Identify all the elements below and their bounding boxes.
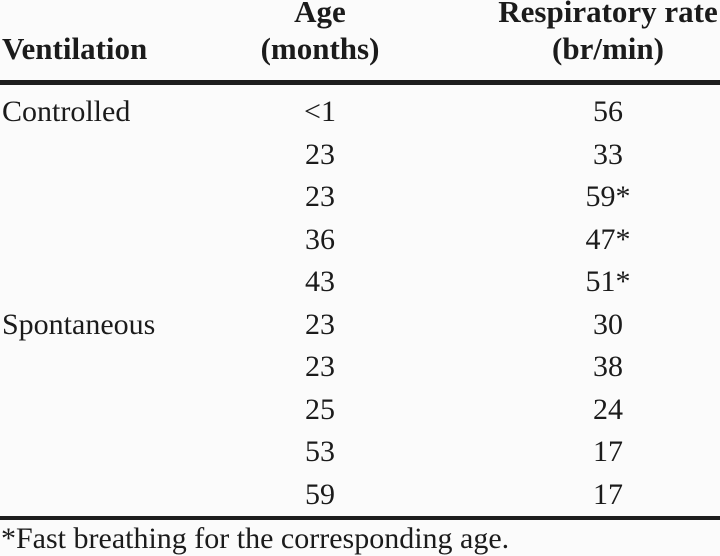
table-header: Ventilation Age (months) Respiratory rat… (0, 0, 720, 80)
cell-age: 59 (305, 477, 335, 511)
cell-age: 23 (305, 137, 335, 171)
cell-ventilation (0, 389, 222, 432)
header-respiratory-rate-unit: (br/min) (552, 31, 664, 66)
header-ventilation-line1-spacer (0, 0, 222, 30)
table-footnote: *Fast breathing for the corresponding ag… (1, 522, 510, 555)
cell-age: 43 (305, 265, 335, 299)
cell-ventilation: Spontaneous (2, 307, 156, 341)
cell-rate: 56 (593, 95, 623, 129)
table-row: Spontaneous 23 30 (0, 304, 720, 347)
table-body: Controlled <1 56 23 33 23 59* 36 47* 43 … (0, 85, 720, 516)
cell-rate: 47* (585, 222, 631, 256)
footer-rule (0, 516, 720, 520)
table-row: 23 38 (0, 346, 720, 389)
cell-age: 23 (305, 180, 335, 214)
cell-rate: 33 (593, 137, 623, 171)
table-row: 53 17 (0, 431, 720, 474)
cell-ventilation (0, 219, 222, 262)
cell-rate: 51* (585, 265, 631, 299)
table-row: 23 59* (0, 176, 720, 219)
cell-ventilation (0, 431, 222, 474)
cell-age: 23 (305, 307, 335, 341)
cell-ventilation (0, 474, 222, 517)
cell-rate: 17 (593, 477, 623, 511)
table-row: Controlled <1 56 (0, 91, 720, 134)
cell-ventilation (0, 346, 222, 389)
cell-age: 23 (305, 350, 335, 384)
table-row: 43 51* (0, 261, 720, 304)
cell-age: 53 (305, 435, 335, 469)
cell-ventilation: Controlled (2, 95, 131, 129)
cell-rate: 30 (593, 307, 623, 341)
cell-rate: 24 (593, 392, 623, 426)
table-row: 23 33 (0, 134, 720, 177)
cell-ventilation (0, 261, 222, 304)
header-age-label: Age (294, 0, 346, 29)
table-row: 59 17 (0, 474, 720, 517)
column-header-age: Age (months) (222, 0, 418, 80)
column-header-respiratory-rate: Respiratory rate (br/min) (418, 0, 720, 80)
cell-age: 36 (305, 222, 335, 256)
cell-rate: 17 (593, 435, 623, 469)
header-respiratory-rate-label: Respiratory rate (498, 0, 718, 29)
cell-rate: 38 (593, 350, 623, 384)
column-header-ventilation: Ventilation (0, 0, 222, 80)
header-ventilation-label: Ventilation (2, 31, 148, 66)
table-row: 25 24 (0, 389, 720, 432)
header-age-unit: (months) (260, 31, 380, 66)
cell-age: <1 (304, 95, 336, 129)
cell-age: 25 (305, 392, 335, 426)
cell-ventilation (0, 176, 222, 219)
cell-ventilation (0, 134, 222, 177)
header-rule (0, 80, 720, 85)
table-row: 36 47* (0, 219, 720, 262)
cell-rate: 59* (585, 180, 631, 214)
